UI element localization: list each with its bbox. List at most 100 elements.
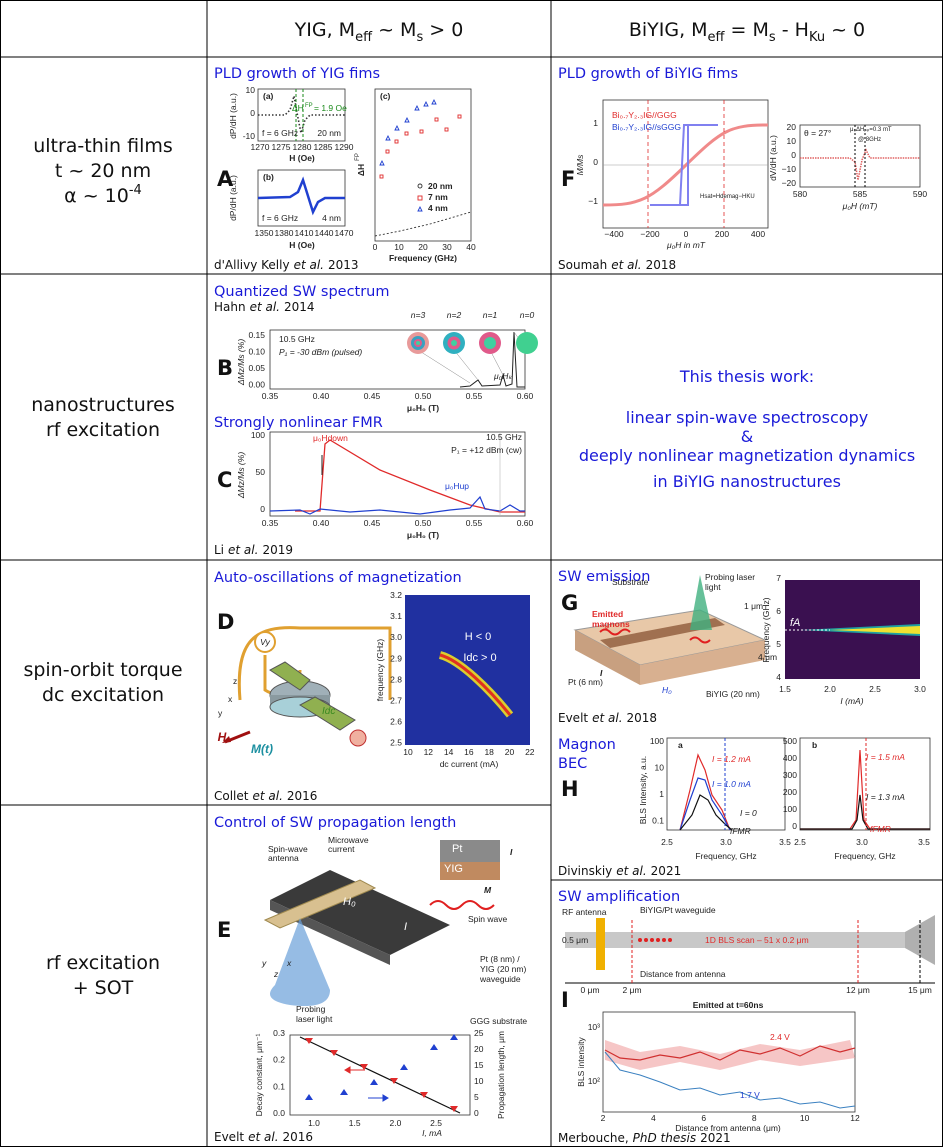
- figure-label: 0.35: [262, 518, 279, 528]
- figure-label: 2.5: [869, 684, 881, 694]
- figure-label: ΔMz/Ms (%): [236, 452, 246, 499]
- panel-letter: D: [217, 610, 234, 634]
- figure-a: [257, 88, 472, 242]
- panel-letter: I: [561, 988, 569, 1012]
- figure-label: 3.0: [856, 837, 868, 847]
- figure-label: 1.7 V: [740, 1090, 760, 1100]
- figure-g: [573, 575, 920, 685]
- figure-label: μ₀H₀ (T): [407, 530, 439, 540]
- figure-label: 0.45: [364, 391, 381, 401]
- figure-label: x: [228, 694, 233, 704]
- column-header: BiYIG, Meff = Ms - HKu ~ 0: [629, 19, 865, 45]
- figure-label: 0.35: [262, 391, 279, 401]
- figure-label: f = 6 GHz: [262, 213, 298, 223]
- row-label: rf excitation: [46, 419, 160, 441]
- figure-label: 50: [256, 467, 266, 477]
- figure-label: 0.55: [466, 518, 483, 528]
- figure-label: H (Oe): [289, 240, 315, 250]
- figure-label: 4 nm: [428, 203, 448, 213]
- figure-label: 4 nm: [322, 213, 341, 223]
- figure-label: I = 1.3 mA: [866, 792, 905, 802]
- figure-label: waveguide: [479, 974, 521, 984]
- figure-label: 2.6: [390, 717, 402, 727]
- column-header: YIG, Meff ~ Ms > 0: [294, 19, 464, 45]
- figure-label: n=2: [447, 310, 462, 320]
- figure-label: μ₀Hₖ: [493, 371, 512, 381]
- figure-label: 12: [850, 1113, 860, 1123]
- figure-label: 1.5: [779, 684, 791, 694]
- figure-label: 2.5: [661, 837, 673, 847]
- figure-label: 100: [650, 736, 664, 746]
- figure-label: M(t): [251, 742, 273, 756]
- figure-label: μ₀H in mT: [666, 240, 706, 250]
- figure-label: μ₀ΔHₚₚ=0.3 mT: [850, 127, 892, 133]
- figure-label: 3.5: [918, 837, 930, 847]
- figure-label: Pt (8 nm) /: [480, 954, 520, 964]
- citation: Soumah et al. 2018: [558, 258, 676, 272]
- figure-label: 0.60: [517, 518, 534, 528]
- figure-label: 18: [484, 747, 494, 757]
- thesis-line: deeply nonlinear magnetization dynamics: [579, 446, 915, 465]
- figure-label: BLS intensity: [576, 1036, 586, 1086]
- figure-label: 1: [593, 118, 598, 128]
- figure-label: 200: [783, 787, 797, 797]
- thesis-line: This thesis work:: [679, 367, 814, 386]
- figure-label: RF antenna: [562, 907, 607, 917]
- panel-letter: H: [561, 777, 579, 801]
- figure-label: 20: [474, 1044, 484, 1054]
- figure-label: 2.5: [794, 837, 806, 847]
- figure-label: 1.5: [349, 1118, 361, 1128]
- figure-label: Distance from antenna (μm): [675, 1123, 781, 1133]
- figure-label: 20: [418, 242, 428, 252]
- figure-label: magnons: [592, 619, 630, 629]
- figure-label: 1350: [255, 228, 274, 238]
- thesis-line: in BiYIG nanostructures: [653, 472, 841, 491]
- figure-label: Vy: [260, 637, 271, 647]
- figure-label: 500: [783, 736, 797, 746]
- figure-label: 1380: [275, 228, 294, 238]
- figure-label: light: [705, 582, 721, 592]
- figure-label: 1470: [335, 228, 354, 238]
- row-label: rf excitation: [46, 952, 160, 974]
- figure-label: 0.05: [248, 363, 265, 373]
- cell-title: PLD growth of BiYIG fims: [558, 66, 738, 82]
- figure-label: 15: [474, 1060, 484, 1070]
- thesis-line: linear spin-wave spectroscopy: [626, 408, 868, 427]
- figure-e: [263, 840, 500, 1116]
- cell-title: Auto-oscillations of magnetization: [214, 570, 462, 586]
- figure-label: Frequency, GHz: [834, 851, 895, 861]
- figure-label: FP: [355, 153, 361, 161]
- figure-label: 12 μm: [846, 985, 870, 995]
- figure-label: y: [261, 958, 267, 968]
- figure-label: x: [286, 958, 292, 968]
- figure-label: Substrate: [612, 577, 649, 587]
- figure-label: 1440: [315, 228, 334, 238]
- figure-label: 0.2: [273, 1055, 285, 1065]
- figure-label: Spin-wave: [268, 844, 308, 854]
- figure-label: ΔH: [356, 164, 366, 176]
- figure-label: I, mA: [422, 1128, 442, 1138]
- figure-label: μ₀H (mT): [842, 201, 878, 211]
- figure-label: H₀: [343, 896, 356, 908]
- figure-label: 0.1: [652, 816, 664, 826]
- figure-label: 1290: [335, 142, 354, 152]
- figure-label: P₁ = -30 dBm (pulsed): [279, 347, 362, 357]
- figure-label: 0.40: [313, 518, 330, 528]
- cell-title: Control of SW propagation length: [214, 815, 456, 831]
- figure-label: frequency (GHz): [375, 639, 385, 702]
- figure-label: 20 nm: [317, 128, 341, 138]
- figure-i: [565, 915, 935, 1113]
- figure-label: 0.15: [248, 330, 265, 340]
- figure-label: 3.5: [779, 837, 791, 847]
- figure-label: fFMR: [870, 824, 891, 834]
- citation: Collet et al. 2016: [214, 789, 317, 803]
- figure-label: I = 1.0 mA: [712, 779, 751, 789]
- figure-label: BiYIG/Pt waveguide: [640, 905, 716, 915]
- figure-label: 0.1: [273, 1081, 285, 1091]
- citation: Evelt et al. 2018: [558, 711, 657, 725]
- figure-f: [602, 99, 921, 229]
- figure-label: Idc > 0: [463, 652, 496, 664]
- figure-label: Probing laser: [705, 572, 755, 582]
- figure-label: 0: [474, 1108, 479, 1118]
- cell-title: Strongly nonlinear FMR: [214, 415, 383, 431]
